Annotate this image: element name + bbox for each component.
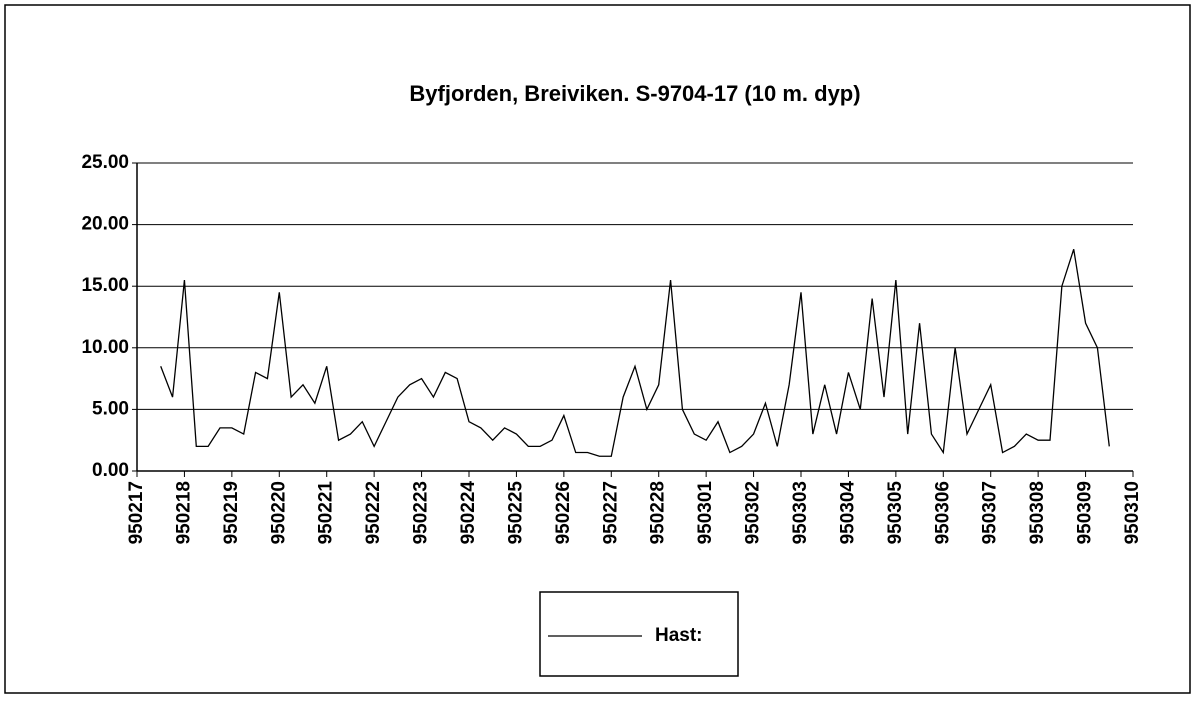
x-tick-label: 950306 xyxy=(932,481,953,544)
x-tick-label: 950223 xyxy=(411,481,432,544)
y-tick-label: 15.00 xyxy=(81,275,129,296)
x-tick-label: 950218 xyxy=(173,481,194,544)
data-line xyxy=(160,249,1110,457)
x-tick-label: 950308 xyxy=(1027,481,1048,544)
y-tick-label: 5.00 xyxy=(92,398,129,419)
legend-label: Hast: xyxy=(655,625,703,646)
x-tick-label: 950302 xyxy=(743,481,764,544)
legend-box xyxy=(539,591,739,677)
x-tick-label: 950225 xyxy=(505,481,526,545)
frame xyxy=(4,4,1191,694)
chart-title: Byfjorden, Breiviken. S-9704-17 (10 m. d… xyxy=(409,81,860,106)
x-tick-label: 950221 xyxy=(316,481,337,545)
x-tick-label: 950227 xyxy=(600,481,621,544)
x-tick-label: 950217 xyxy=(126,481,147,544)
x-tick-label: 950307 xyxy=(980,481,1001,544)
y-tick-label: 20.00 xyxy=(81,214,129,235)
x-tick-label: 950224 xyxy=(458,481,479,545)
x-tick-label: 950228 xyxy=(648,481,669,544)
x-tick-label: 950222 xyxy=(363,481,384,544)
x-tick-label: 950303 xyxy=(790,481,811,544)
y-tick-label: 0.00 xyxy=(92,460,129,481)
x-tick-label: 950301 xyxy=(695,481,716,545)
x-tick-label: 950219 xyxy=(221,481,242,544)
x-tick-label: 950310 xyxy=(1122,481,1143,544)
y-tick-label: 10.00 xyxy=(81,337,129,358)
y-tick-label: 25.00 xyxy=(81,152,129,173)
x-tick-label: 950304 xyxy=(837,481,858,545)
x-tick-label: 950305 xyxy=(885,481,906,545)
x-tick-label: 950309 xyxy=(1075,481,1096,544)
x-tick-label: 950226 xyxy=(553,481,574,544)
x-tick-label: 950220 xyxy=(268,481,289,544)
